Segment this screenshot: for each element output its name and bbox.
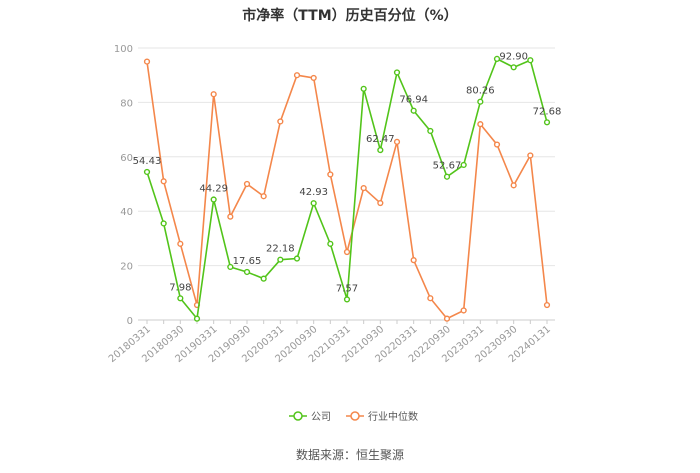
series-0-point-15 (393, 69, 401, 76)
series-0-point-19 (460, 161, 467, 169)
series-1-point-14 (377, 199, 384, 207)
series-1-point-23 (527, 152, 534, 159)
series-layer (143, 55, 551, 322)
series-0-point-2 (177, 295, 184, 302)
series-0-point-6 (243, 268, 251, 276)
data-label-4: 44.29 (199, 184, 228, 195)
series-1-point-0 (143, 58, 151, 65)
series-0-point-0 (143, 168, 151, 176)
series-0-point-10 (310, 200, 317, 207)
series-1-point-21 (493, 141, 501, 148)
legend-marker-1 (350, 411, 360, 421)
series-1-point-24 (543, 301, 551, 309)
series-0-point-11 (327, 240, 334, 247)
series-0-point-22 (510, 64, 517, 71)
grid-layer (138, 47, 555, 321)
series-1-point-19 (460, 307, 467, 314)
series-1-point-15 (393, 138, 401, 145)
y-tick-label-5: 100 (114, 44, 133, 55)
data-label-6: 17.65 (233, 256, 262, 267)
label-layer: 54.43 7.98 44.29 17.65 22.18 42.93 7.57 62.47 76… (133, 51, 562, 294)
series-0-point-1 (160, 220, 167, 227)
series-1-point-9 (293, 72, 301, 79)
series-1-point-18 (443, 315, 451, 322)
series-0-point-8 (277, 256, 284, 263)
series-0-point-23 (527, 57, 534, 64)
series-0-point-4 (210, 196, 217, 203)
series-0-point-14 (377, 146, 384, 154)
data-label-10: 42.93 (299, 187, 328, 198)
legend: 公司 行业中位数 (289, 410, 418, 423)
series-1-point-8 (277, 118, 284, 125)
series-1-point-12 (343, 248, 351, 256)
y-tick-label-0: 0 (127, 316, 133, 327)
series-0-point-18 (443, 173, 451, 180)
series-1-point-2 (177, 240, 184, 247)
data-label-12: 7.57 (336, 283, 358, 294)
data-label-18: 52.67 (433, 161, 462, 172)
series-1-point-16 (410, 257, 417, 264)
data-label-24: 72.68 (533, 106, 562, 117)
legend-marker-0 (293, 411, 303, 421)
source-text: 数据来源：恒生聚源 (296, 447, 404, 462)
series-1-point-6 (243, 180, 251, 188)
data-label-20: 80.26 (466, 86, 495, 97)
chart-title: 市净率（TTM）历史百分位（%） (242, 7, 457, 24)
series-0-point-16 (410, 107, 417, 114)
data-label-2: 7.98 (169, 282, 191, 293)
data-label-0: 54.43 (133, 156, 162, 167)
y-tick-label-4: 80 (120, 98, 133, 109)
series-0-point-21 (493, 55, 501, 62)
legend-label-0: 公司 (311, 412, 331, 423)
series-0-point-5 (227, 263, 234, 271)
series-1-point-17 (427, 295, 434, 302)
series-1-point-13 (360, 184, 367, 192)
series-1-point-5 (227, 213, 234, 220)
series-0-point-13 (360, 85, 367, 92)
series-0-point-9 (293, 255, 301, 262)
series-1-point-4 (210, 91, 217, 98)
series-1-point-7 (260, 193, 267, 200)
series-1-point-1 (160, 178, 167, 185)
series-1-point-22 (510, 182, 517, 189)
series-1-point-20 (477, 121, 484, 128)
data-label-22: 92.90 (499, 51, 528, 62)
series-0-point-7 (260, 275, 267, 282)
series-0-point-12 (343, 296, 351, 303)
series-1-point-10 (310, 74, 317, 82)
series-0-point-20 (477, 98, 484, 105)
y-tick-label-3: 60 (120, 153, 133, 164)
data-label-14: 62.47 (366, 134, 395, 145)
series-0-point-24 (543, 119, 551, 126)
data-label-16: 76.94 (399, 95, 428, 106)
y-tick-label-1: 20 (120, 262, 133, 273)
series-1-point-11 (327, 171, 334, 178)
data-label-8: 22.18 (266, 244, 295, 255)
legend-label-1: 行业中位数 (368, 410, 418, 423)
y-tick-label-2: 40 (120, 207, 133, 218)
series-0-point-3 (193, 315, 201, 322)
series-0-point-17 (427, 127, 434, 135)
